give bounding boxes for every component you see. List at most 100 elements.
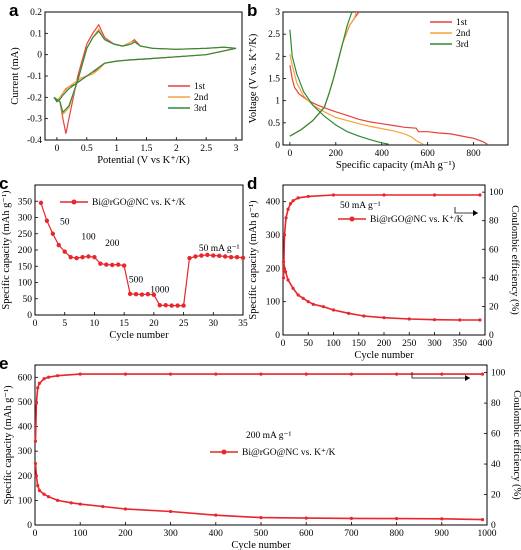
data-point bbox=[214, 513, 218, 517]
data-point bbox=[187, 255, 192, 261]
rate-label: 50 mA g⁻¹ bbox=[199, 244, 240, 254]
y-tick-label: 300 bbox=[266, 231, 281, 241]
x-axis-label: Cycle number bbox=[354, 350, 414, 361]
x-tick-label: 1000 bbox=[478, 529, 497, 539]
data-point bbox=[440, 517, 444, 521]
data-point bbox=[291, 199, 295, 203]
data-point bbox=[240, 255, 246, 260]
axis-arrow-head bbox=[465, 375, 470, 381]
data-point bbox=[46, 375, 51, 379]
y2-tick-label: 0 bbox=[489, 331, 494, 341]
data-point bbox=[56, 374, 60, 378]
x-axis-label: Cycle number bbox=[231, 540, 291, 550]
data-point bbox=[110, 262, 115, 268]
data-point bbox=[480, 372, 485, 376]
data-point bbox=[211, 253, 216, 258]
series-line bbox=[53, 30, 237, 114]
y2-tick-label: 40 bbox=[491, 460, 501, 470]
legend-marker bbox=[221, 449, 227, 455]
series-line bbox=[289, 53, 424, 145]
data-point bbox=[282, 233, 287, 237]
x-tick-label: 1 bbox=[114, 144, 119, 154]
series-line bbox=[53, 23, 237, 134]
data-point bbox=[259, 372, 263, 376]
data-point bbox=[145, 292, 151, 297]
data-point bbox=[478, 193, 482, 197]
x-tick-label: 20 bbox=[149, 319, 159, 329]
x-tick-label: 250 bbox=[402, 339, 417, 349]
data-point bbox=[362, 314, 366, 318]
x-tick-label: 150 bbox=[352, 339, 367, 349]
rate-label: 200 bbox=[105, 239, 120, 249]
data-point bbox=[296, 293, 300, 297]
series-line bbox=[289, 11, 360, 137]
y-tick-label: 2.5 bbox=[268, 30, 280, 40]
y-tick-label: 150 bbox=[18, 262, 33, 272]
data-point bbox=[193, 254, 198, 259]
legend-item: 3rd bbox=[194, 104, 207, 114]
data-point bbox=[407, 317, 411, 321]
data-point bbox=[157, 303, 162, 308]
data-point bbox=[37, 381, 42, 385]
data-point bbox=[80, 254, 85, 260]
x-tick-label: 3 bbox=[234, 144, 239, 154]
current-density-label: 200 mA g⁻¹ bbox=[246, 431, 291, 441]
y2-tick-label: 20 bbox=[489, 302, 499, 312]
rate-label: 500 bbox=[129, 276, 144, 286]
data-point bbox=[395, 517, 399, 521]
data-point bbox=[169, 372, 173, 376]
data-point bbox=[480, 517, 485, 522]
series-line bbox=[282, 194, 480, 278]
data-point bbox=[78, 372, 82, 376]
x-tick-label: 100 bbox=[73, 529, 88, 539]
legend-item: 2nd bbox=[194, 93, 209, 103]
data-point bbox=[169, 509, 173, 514]
data-point bbox=[74, 255, 79, 261]
data-point bbox=[181, 303, 186, 308]
x-tick-label: 200 bbox=[329, 149, 344, 159]
x-axis-label: Specific capacity (mAh g⁻¹) bbox=[336, 160, 456, 171]
data-point bbox=[286, 207, 290, 211]
x-tick-label: 0 bbox=[33, 529, 38, 539]
x-tick-label: 0 bbox=[33, 319, 38, 329]
panel-e: 0 100 200 300 400 500 600 700 800 900 100001002003… bbox=[0, 354, 521, 550]
y2-tick-label: 60 bbox=[491, 430, 501, 440]
data-point bbox=[139, 292, 145, 297]
y-tick-label: -0.3 bbox=[27, 115, 42, 125]
x-axis-label: Potential (V vs K⁺/K) bbox=[97, 155, 190, 166]
rate-label: 1000 bbox=[150, 285, 169, 295]
x-tick-label: 350 bbox=[453, 339, 468, 349]
data-point bbox=[306, 300, 310, 304]
x-tick-label: 400 bbox=[209, 529, 224, 539]
panel-label: c bbox=[0, 174, 8, 193]
data-point bbox=[34, 474, 38, 478]
y-tick-label: 1 bbox=[275, 97, 280, 107]
data-point bbox=[331, 193, 336, 197]
series-line bbox=[282, 261, 480, 321]
x-tick-label: 10 bbox=[90, 319, 100, 329]
y-tick-label: 500 bbox=[18, 398, 33, 408]
series-line bbox=[289, 65, 488, 145]
series-line bbox=[289, 29, 389, 145]
x-tick-label: 900 bbox=[435, 529, 450, 539]
y-tick-label: 50 bbox=[23, 295, 33, 305]
x-tick-label: 0 bbox=[55, 144, 60, 154]
y-tick-label: 1.5 bbox=[268, 75, 280, 85]
y-axis-label: Specific capacity (mAh g⁻¹) bbox=[1, 190, 12, 310]
data-point bbox=[101, 504, 105, 509]
data-point bbox=[175, 303, 180, 308]
data-point bbox=[321, 305, 325, 309]
data-point bbox=[163, 303, 168, 308]
y-tick-label: 100 bbox=[266, 298, 281, 308]
data-point bbox=[286, 278, 290, 282]
y-tick-label: 300 bbox=[18, 214, 33, 224]
plot-frame bbox=[34, 364, 488, 526]
panel-label: e bbox=[0, 354, 8, 373]
data-point bbox=[56, 498, 60, 502]
legend-item: Bi@rGO@NC vs. K⁺/K bbox=[92, 198, 186, 208]
x-tick-label: 25 bbox=[179, 319, 189, 329]
panel-label: d bbox=[247, 174, 257, 193]
y-tick-label: 400 bbox=[266, 198, 281, 208]
y-tick-label: 0 bbox=[27, 311, 32, 321]
